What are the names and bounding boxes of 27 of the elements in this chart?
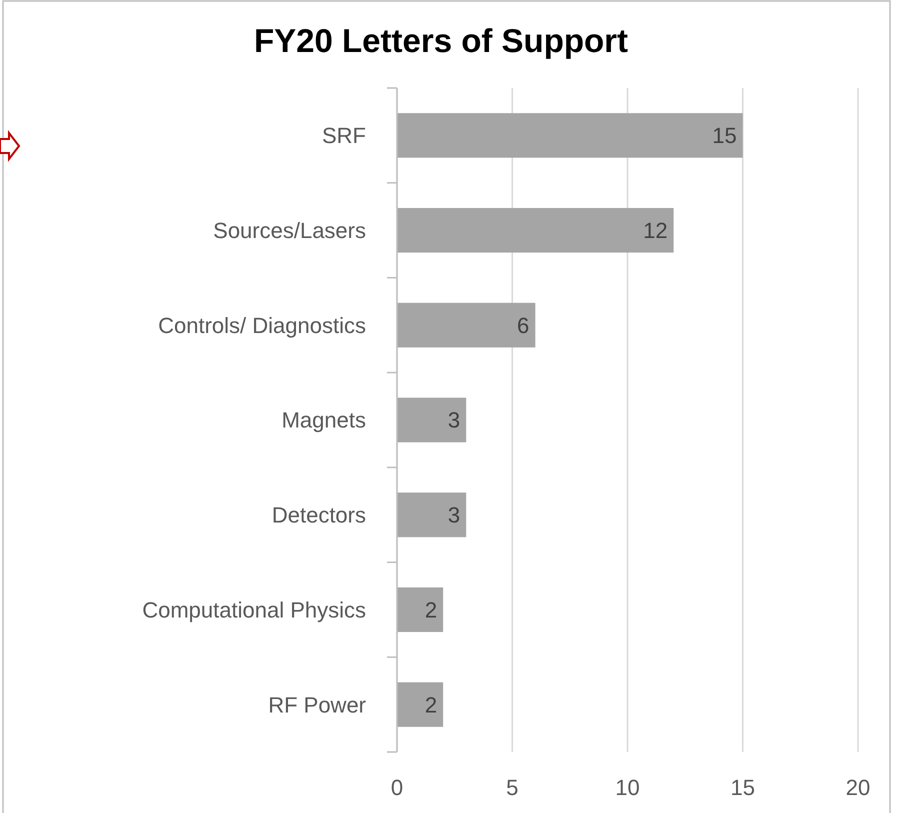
data-label: 6 [517, 312, 530, 338]
y-tick-label: Computational Physics [142, 597, 366, 622]
data-label: 2 [424, 692, 438, 718]
y-tick-label: SRF [322, 123, 366, 148]
y-tick-label: Detectors [272, 502, 366, 528]
x-tick-label: 15 [730, 775, 755, 800]
data-label: 15 [712, 123, 737, 148]
bar [397, 492, 466, 538]
x-tick-label: 10 [615, 775, 640, 800]
data-label: 3 [448, 502, 460, 528]
bar [397, 302, 536, 348]
bar [397, 113, 743, 158]
x-tick-label: 0 [390, 775, 404, 800]
x-tick-label: 20 [846, 775, 870, 800]
bar [397, 587, 444, 632]
y-tick-label: Sources/Lasers [213, 218, 366, 243]
y-tick-label: Magnets [282, 408, 366, 433]
y-tick-label: RF Power [268, 692, 366, 718]
chart-title: FY20 Letters of Support [254, 22, 628, 59]
y-tick-label: Controls/ Diagnostics [158, 312, 366, 338]
data-label: 3 [448, 408, 460, 433]
bar [397, 398, 466, 442]
data-label: 12 [643, 218, 668, 243]
bar [397, 208, 674, 253]
x-tick-label: 5 [506, 775, 518, 800]
bar [397, 682, 444, 727]
data-label: 2 [424, 597, 438, 622]
